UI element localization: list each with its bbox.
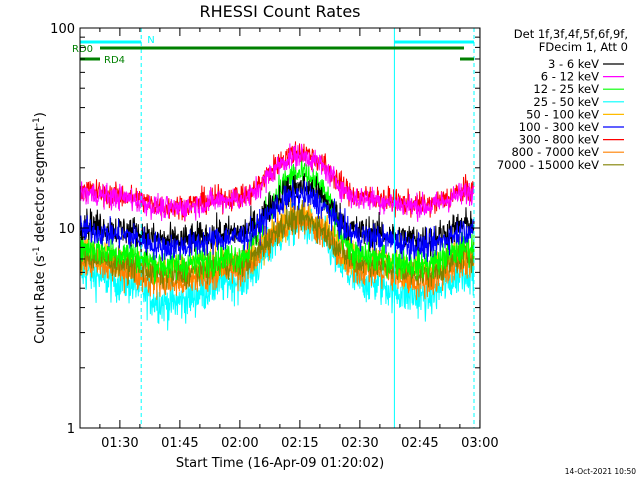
y-axis: 1 10 100 — [50, 22, 480, 437]
legend-label-0: 3 - 6 keV — [548, 57, 599, 71]
timestamp: 14-Oct-2021 10:50 — [565, 467, 636, 476]
x-tick-label: 01:45 — [161, 436, 198, 451]
flag-label-rd4: RD4 — [104, 55, 125, 66]
legend: Det 1f,3f,4f,5f,6f,9f, FDecim 1, Att 0 3… — [497, 27, 628, 172]
plot-area: N RD0 RD4 — [72, 28, 475, 428]
x-tick-label: 02:15 — [281, 436, 318, 451]
series-line-5 — [80, 179, 475, 262]
legend-label-5: 100 - 300 keV — [519, 120, 599, 134]
x-axis-label: Start Time (16-Apr-09 01:20:02) — [176, 456, 384, 471]
legend-label-6: 300 - 800 keV — [519, 133, 599, 147]
x-tick-label: 02:30 — [341, 436, 378, 451]
flag-label-rd0: RD0 — [72, 44, 93, 55]
x-tick-label: 02:45 — [401, 436, 438, 451]
x-axis: 01:30 01:45 02:00 02:15 02:30 02:45 03:00 — [99, 28, 499, 451]
x-tick-label: 01:30 — [101, 436, 138, 451]
legend-header-line2: FDecim 1, Att 0 — [539, 40, 628, 54]
legend-label-4: 50 - 100 keV — [526, 107, 599, 121]
legend-label-3: 25 - 50 keV — [533, 95, 599, 109]
night-label: N — [147, 35, 154, 46]
y-tick-label: 1 — [67, 422, 75, 437]
legend-label-8: 7000 - 15000 keV — [497, 158, 599, 172]
y-tick-label: 100 — [50, 22, 75, 37]
y-axis-label: Count Rate (s-1 detector segment-1) — [32, 112, 48, 344]
legend-header-line1: Det 1f,3f,4f,5f,6f,9f, — [514, 27, 628, 41]
legend-label-1: 6 - 12 keV — [541, 70, 599, 84]
x-tick-label: 03:00 — [461, 436, 498, 451]
series-line-1 — [80, 143, 475, 222]
y-tick-label: 10 — [58, 222, 75, 237]
legend-label-2: 12 - 25 keV — [533, 82, 599, 96]
series-group — [80, 141, 475, 331]
chart-title: RHESSI Count Rates — [200, 2, 361, 21]
legend-label-7: 800 - 7000 keV — [511, 145, 599, 159]
x-tick-label: 02:00 — [221, 436, 258, 451]
